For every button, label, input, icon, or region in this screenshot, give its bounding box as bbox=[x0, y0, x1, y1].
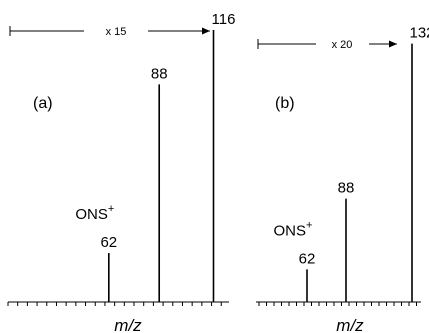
spectrum-panel-b: (b) m/z x 20 62 ONS+ 88 132 bbox=[256, 25, 429, 333]
peak-label-62-b: 62 bbox=[299, 250, 316, 267]
x-axis-label-b: m/z bbox=[336, 316, 364, 333]
peak-label-132-b: 132 bbox=[409, 25, 429, 42]
x-axis-ticks-b bbox=[258, 302, 417, 306]
spectrum-panel-a: (a) m/z x 15 62 ONS+ 88 116 bbox=[7, 11, 236, 333]
magnification-marker-a: x 15 bbox=[9, 26, 210, 38]
x-axis-ticks-a bbox=[7, 302, 222, 306]
magnification-arrowhead-b bbox=[389, 40, 397, 48]
ion-label-62-b: ONS+ bbox=[274, 219, 313, 239]
ion-label-62-a: ONS+ bbox=[75, 203, 114, 223]
x-axis-label-a: m/z bbox=[114, 316, 142, 333]
magnification-arrowhead-a bbox=[202, 27, 210, 35]
magnification-marker-b: x 20 bbox=[257, 39, 397, 51]
peak-label-116-a: 116 bbox=[212, 11, 236, 28]
magnification-label-a: x 15 bbox=[106, 26, 127, 38]
peak-label-88-b: 88 bbox=[338, 180, 355, 197]
magnification-label-b: x 20 bbox=[332, 39, 353, 51]
panel-label-b: (b) bbox=[275, 95, 295, 112]
peak-label-88-a: 88 bbox=[151, 65, 168, 82]
peak-label-62-a: 62 bbox=[100, 234, 117, 251]
panel-label-a: (a) bbox=[33, 95, 53, 112]
